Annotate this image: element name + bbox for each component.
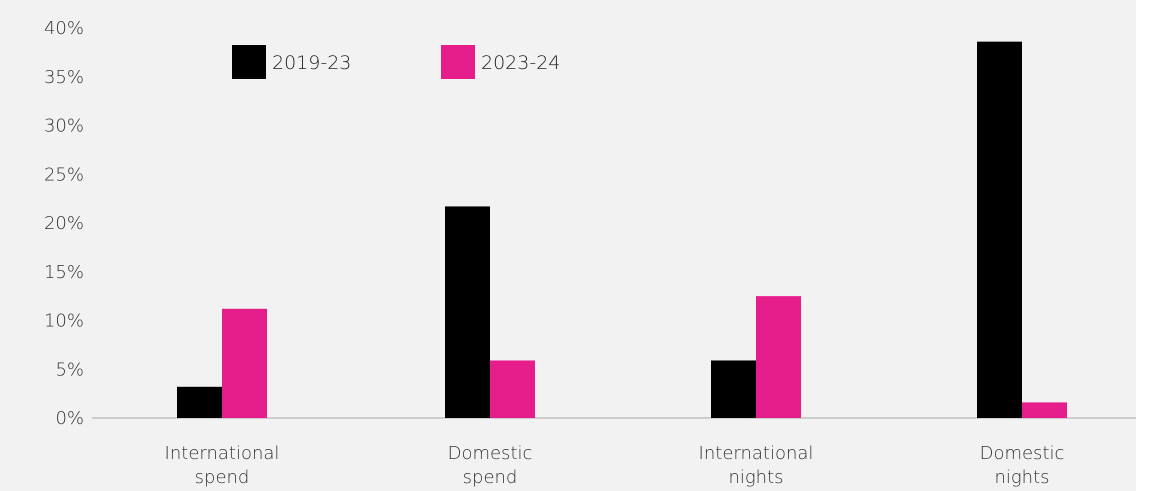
- legend: 2019-23 2023-24: [232, 45, 560, 79]
- category-label: spend: [463, 467, 518, 488]
- bar-series-1-0: [177, 386, 222, 418]
- category-label: Domestic: [448, 443, 533, 464]
- y-tick-label: 10%: [44, 311, 84, 332]
- y-tick-label: 20%: [44, 213, 84, 234]
- bars-group: [177, 41, 1067, 419]
- y-tick-label: 25%: [44, 164, 84, 185]
- legend-label-2: 2023-24: [481, 52, 560, 74]
- legend-swatch-1: [232, 45, 266, 79]
- y-tick-label: 30%: [44, 116, 84, 137]
- y-axis-ticks: 0% 5% 10% 15% 20% 25% 30% 35% 40%: [44, 18, 84, 429]
- category-label: nights: [728, 467, 783, 488]
- bar-series-2-1: [490, 360, 535, 418]
- bar-series-1-2: [711, 360, 756, 418]
- y-tick-label: 35%: [44, 67, 84, 88]
- category-label: nights: [994, 467, 1049, 488]
- bar-series-1-1: [445, 206, 490, 418]
- legend-label-1: 2019-23: [272, 52, 351, 74]
- category-labels: International spend Domestic spend Internati…: [165, 443, 1065, 488]
- y-tick-label: 15%: [44, 262, 84, 283]
- bar-series-2-3: [1022, 402, 1067, 418]
- bar-series-1-3: [977, 41, 1022, 419]
- legend-swatch-2: [441, 45, 475, 79]
- category-label: International: [699, 443, 814, 464]
- category-label: Domestic: [980, 443, 1065, 464]
- bar-series-2-2: [756, 296, 801, 418]
- bar-series-2-0: [222, 308, 267, 418]
- category-label: International: [165, 443, 280, 464]
- category-label: spend: [195, 467, 250, 488]
- y-tick-label: 40%: [44, 18, 84, 39]
- y-tick-label: 0%: [55, 408, 84, 429]
- y-tick-label: 5%: [55, 359, 84, 380]
